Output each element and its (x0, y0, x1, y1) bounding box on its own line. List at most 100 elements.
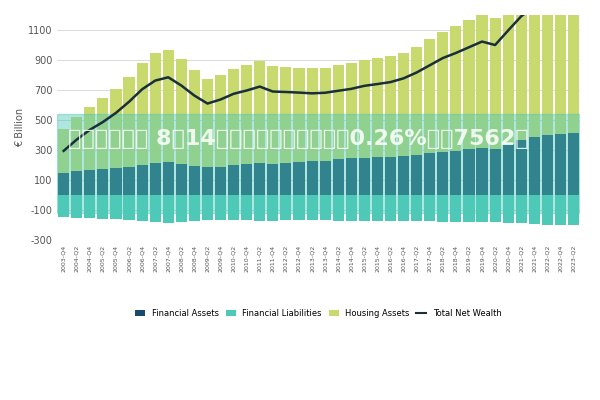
Bar (385, 56, 396, 157)
Text: 股票交易平台 8月14日聚丙烯期货收盘下跨0.26%，报7562元: 股票交易平台 8月14日聚丙烯期货收盘下跨0.26%，报7562元 (68, 129, 528, 149)
Bar (490, 148, 500, 195)
Bar (529, 195, 540, 224)
Legend: Financial Assets, Financial Liabilities, Housing Assets, Total Net Wealth: Financial Assets, Financial Liabilities,… (132, 306, 505, 322)
Bar (398, 195, 409, 221)
Bar (451, 151, 461, 195)
Bar (411, 195, 422, 221)
Bar (411, 46, 422, 154)
Bar (568, 195, 579, 225)
Bar (515, 0, 527, 140)
Bar (280, 67, 292, 163)
Bar (346, 158, 357, 195)
Bar (372, 157, 383, 195)
Bar (163, 162, 174, 195)
Bar (542, 0, 553, 135)
Bar (110, 195, 122, 220)
Bar (372, 195, 383, 221)
Bar (542, 195, 553, 224)
Bar (476, 148, 488, 195)
Bar (163, 50, 174, 162)
Bar (307, 161, 317, 195)
Bar (320, 195, 331, 220)
Bar (267, 66, 278, 164)
Bar (542, 135, 553, 195)
Bar (149, 195, 161, 222)
Bar (332, 159, 344, 195)
Bar (176, 164, 187, 195)
Bar (463, 149, 475, 195)
Bar (424, 153, 435, 195)
Bar (359, 195, 370, 221)
Bar (124, 76, 134, 166)
Bar (320, 68, 331, 160)
Bar (149, 53, 161, 163)
Bar (568, 0, 579, 133)
Bar (385, 195, 396, 221)
Bar (97, 169, 109, 195)
Bar (163, 195, 174, 223)
Bar (332, 65, 344, 159)
Bar (241, 195, 252, 220)
Y-axis label: € Billion: € Billion (15, 108, 25, 147)
Bar (451, 195, 461, 222)
Bar (202, 79, 213, 167)
Bar (58, 195, 69, 217)
Bar (503, 195, 514, 222)
Bar (241, 65, 252, 164)
Bar (515, 195, 527, 223)
Bar (451, 26, 461, 151)
Bar (293, 162, 305, 195)
Bar (267, 195, 278, 221)
Bar (398, 52, 409, 156)
Bar (280, 195, 292, 220)
Bar (555, 0, 566, 134)
Bar (215, 166, 226, 195)
Bar (332, 195, 344, 221)
Bar (137, 195, 148, 221)
Bar (463, 20, 475, 149)
Bar (58, 129, 69, 172)
Bar (84, 195, 95, 218)
Bar (97, 195, 109, 219)
Bar (254, 195, 265, 221)
Bar (228, 195, 239, 220)
Bar (241, 164, 252, 195)
Bar (307, 68, 317, 161)
Bar (293, 195, 305, 220)
Bar (254, 163, 265, 195)
Bar (228, 165, 239, 195)
Bar (124, 195, 134, 220)
Bar (346, 63, 357, 158)
Bar (215, 75, 226, 166)
Bar (437, 32, 448, 152)
Bar (529, 0, 540, 136)
Bar (176, 195, 187, 222)
Bar (346, 195, 357, 221)
Bar (137, 165, 148, 195)
Bar (437, 195, 448, 222)
Bar (320, 160, 331, 195)
Bar (57, 114, 580, 213)
Bar (124, 166, 134, 195)
Bar (515, 140, 527, 195)
Bar (110, 168, 122, 195)
Bar (437, 152, 448, 195)
Bar (568, 133, 579, 195)
Bar (490, 195, 500, 222)
Bar (176, 58, 187, 164)
Bar (490, 18, 500, 148)
Bar (280, 163, 292, 195)
Bar (202, 167, 213, 195)
Bar (411, 154, 422, 195)
Bar (71, 171, 82, 195)
Bar (71, 117, 82, 171)
Bar (84, 106, 95, 170)
Bar (424, 39, 435, 153)
Bar (476, 195, 488, 222)
Bar (503, 3, 514, 144)
Bar (228, 69, 239, 165)
Bar (424, 195, 435, 221)
Bar (359, 158, 370, 195)
Bar (359, 60, 370, 158)
Bar (463, 195, 475, 222)
